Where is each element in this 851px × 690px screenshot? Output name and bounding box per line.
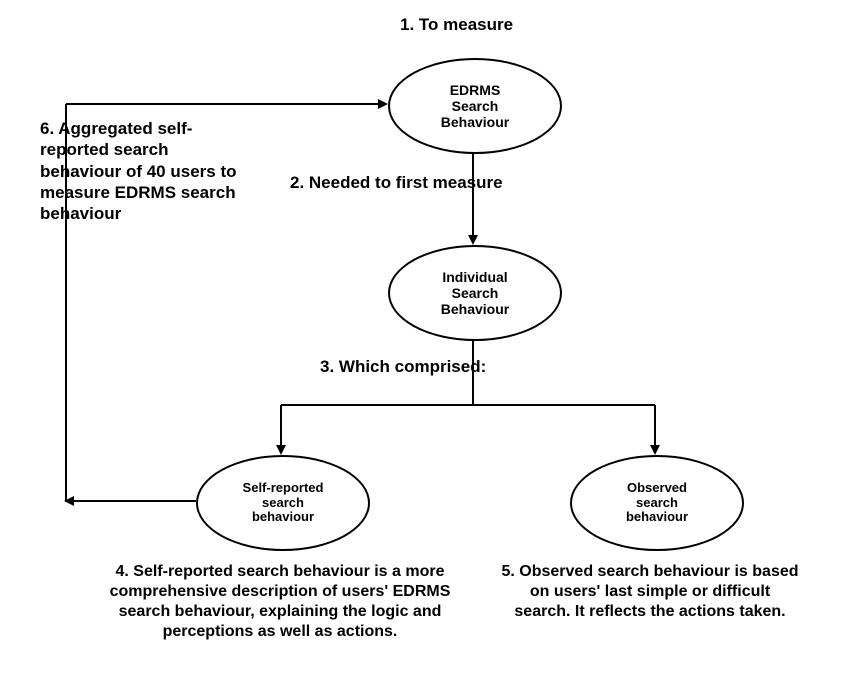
node-label: Observedsearchbehaviour: [626, 481, 688, 526]
node-self-reported-search-behaviour: Self-reportedsearchbehaviour: [196, 455, 370, 551]
annotation-1: 1. To measure: [400, 14, 700, 35]
annotation-2: 2. Needed to first measure: [290, 172, 620, 193]
node-edrms-search-behaviour: EDRMSSearchBehaviour: [388, 58, 562, 154]
node-label: EDRMSSearchBehaviour: [441, 82, 509, 130]
annotation-3: 3. Which comprised:: [320, 356, 640, 377]
node-label: IndividualSearchBehaviour: [441, 269, 509, 317]
annotation-4: 4. Self-reported search behaviour is a m…: [100, 562, 460, 642]
diagram-canvas: EDRMSSearchBehaviour IndividualSearchBeh…: [0, 0, 851, 690]
node-label: Self-reportedsearchbehaviour: [243, 481, 324, 526]
annotation-6: 6. Aggregated self-reported search behav…: [40, 118, 240, 224]
node-observed-search-behaviour: Observedsearchbehaviour: [570, 455, 744, 551]
node-individual-search-behaviour: IndividualSearchBehaviour: [388, 245, 562, 341]
annotation-5: 5. Observed search behaviour is based on…: [500, 562, 800, 622]
